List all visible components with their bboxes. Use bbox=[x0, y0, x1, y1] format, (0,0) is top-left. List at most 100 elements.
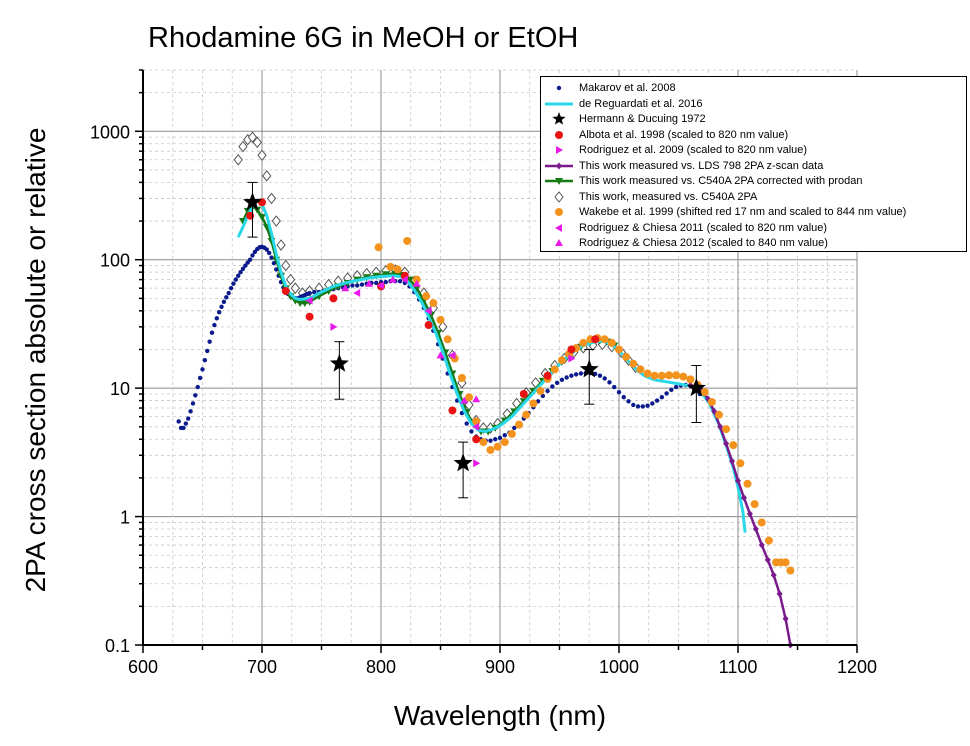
data-point bbox=[267, 251, 271, 255]
data-point bbox=[479, 438, 487, 446]
legend-item: Rodriguez et al. 2009 (scaled to 820 nm … bbox=[541, 143, 807, 157]
data-point bbox=[660, 395, 664, 399]
data-point bbox=[777, 590, 783, 597]
data-point bbox=[555, 381, 559, 385]
data-point bbox=[631, 403, 635, 407]
data-point bbox=[258, 150, 266, 160]
data-point bbox=[188, 409, 192, 413]
chart-title: Rhodamine 6G in MeOH or EtOH bbox=[148, 22, 578, 55]
data-point bbox=[458, 374, 466, 382]
data-point bbox=[210, 331, 214, 335]
legend-symbol bbox=[541, 112, 575, 126]
data-point bbox=[205, 349, 209, 353]
data-point bbox=[765, 537, 773, 545]
data-point bbox=[617, 390, 621, 394]
legend-marker bbox=[555, 131, 563, 139]
x-axis-label: Wavelength (nm) bbox=[0, 700, 970, 732]
data-point bbox=[574, 372, 578, 376]
data-point bbox=[444, 335, 452, 343]
legend-symbol bbox=[541, 205, 575, 219]
y-tick-label: 100 bbox=[100, 251, 130, 271]
data-point bbox=[591, 335, 599, 343]
chart-legend: Makarov et al. 2008 de Reguardati et al. … bbox=[540, 76, 967, 252]
data-point bbox=[472, 395, 480, 402]
data-point bbox=[498, 436, 502, 440]
legend-label: Rodriguez & Chiesa 2012 (scaled to 840 n… bbox=[579, 237, 828, 249]
data-point bbox=[744, 480, 752, 488]
data-point bbox=[422, 292, 430, 300]
x-tick-label: 600 bbox=[128, 657, 158, 677]
legend-label: Rodriguez & Chiesa 2011 (scaled to 820 n… bbox=[579, 222, 827, 234]
data-point bbox=[551, 365, 559, 373]
data-point bbox=[282, 287, 290, 295]
legend-marker bbox=[552, 112, 565, 125]
data-point bbox=[212, 323, 216, 327]
data-point bbox=[469, 429, 473, 433]
data-point bbox=[403, 237, 411, 245]
data-point bbox=[472, 435, 480, 443]
legend-marker bbox=[555, 224, 562, 232]
legend-item: Wakebe et al. 1999 (shifted red 17 nm an… bbox=[541, 205, 906, 219]
data-point bbox=[669, 388, 673, 392]
data-point bbox=[508, 430, 516, 438]
data-point bbox=[486, 446, 494, 454]
data-point bbox=[207, 339, 211, 343]
data-point bbox=[560, 378, 564, 382]
legend-label: Albota et al. 1998 (scaled to 820 nm val… bbox=[579, 129, 788, 141]
data-point bbox=[200, 367, 204, 371]
data-point bbox=[448, 406, 456, 414]
data-point bbox=[636, 404, 640, 408]
data-point bbox=[360, 282, 364, 286]
data-point bbox=[544, 372, 552, 380]
data-point bbox=[782, 558, 790, 566]
data-point bbox=[615, 345, 623, 353]
legend-symbol bbox=[541, 128, 575, 142]
legend-item: This work measured vs. LDS 798 2PA z-sca… bbox=[541, 159, 823, 173]
x-tick-label: 700 bbox=[247, 657, 277, 677]
data-point bbox=[569, 373, 573, 377]
data-point bbox=[579, 371, 583, 375]
data-point bbox=[786, 567, 794, 575]
series-5 bbox=[687, 382, 793, 649]
legend-symbol bbox=[541, 236, 575, 250]
data-point bbox=[196, 385, 200, 389]
data-point bbox=[224, 295, 228, 299]
data-point bbox=[672, 371, 680, 379]
data-point bbox=[522, 411, 530, 419]
data-point bbox=[758, 518, 766, 526]
legend-symbol bbox=[541, 81, 575, 95]
y-tick-label: 1000 bbox=[90, 122, 130, 142]
data-point bbox=[603, 376, 607, 380]
legend-item: This work measured vs. C540A 2PA correct… bbox=[541, 174, 863, 188]
data-point bbox=[330, 323, 337, 331]
data-point bbox=[607, 380, 611, 384]
data-point bbox=[708, 398, 716, 406]
data-point bbox=[501, 438, 509, 446]
data-point bbox=[645, 403, 649, 407]
data-point bbox=[263, 171, 271, 181]
data-point bbox=[425, 321, 433, 329]
data-point bbox=[191, 401, 195, 405]
y-tick-label: 0.1 bbox=[105, 636, 130, 656]
legend-marker bbox=[555, 208, 563, 216]
data-point bbox=[729, 441, 737, 449]
data-point bbox=[751, 500, 759, 508]
data-point bbox=[608, 339, 616, 347]
data-point bbox=[184, 421, 188, 425]
legend-marker bbox=[557, 86, 561, 90]
data-point bbox=[239, 142, 247, 152]
data-point bbox=[529, 399, 537, 407]
legend-symbol bbox=[541, 174, 575, 188]
data-point bbox=[503, 433, 507, 437]
legend-label: de Reguardati et al. 2016 bbox=[579, 98, 703, 110]
data-point bbox=[234, 155, 242, 165]
legend-item: This work, measured vs. C540A 2PA bbox=[541, 190, 757, 204]
data-point bbox=[494, 443, 502, 451]
legend-label: This work measured vs. LDS 798 2PA z-sca… bbox=[579, 160, 823, 172]
data-point bbox=[222, 300, 226, 304]
data-point bbox=[651, 372, 659, 380]
data-point bbox=[536, 387, 544, 395]
data-point bbox=[736, 459, 744, 467]
data-point bbox=[350, 283, 354, 287]
legend-marker bbox=[556, 146, 563, 154]
